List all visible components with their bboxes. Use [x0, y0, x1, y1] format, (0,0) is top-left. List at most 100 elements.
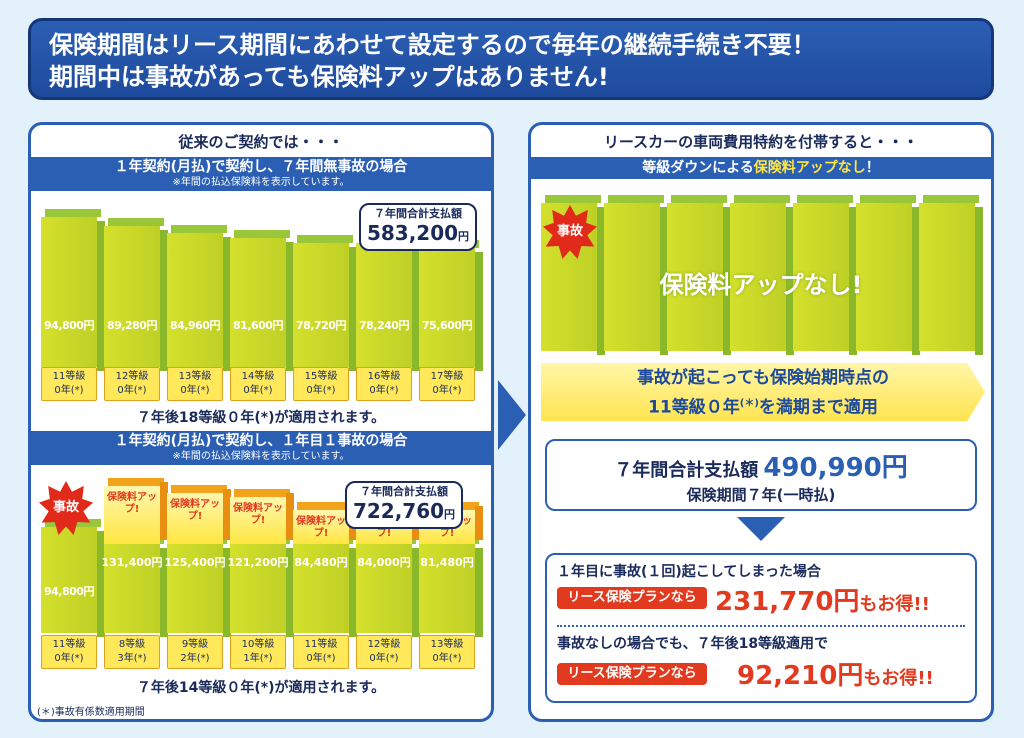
- right-arrow-icon: [498, 380, 526, 450]
- bar-value-label: 84,960円: [170, 319, 220, 332]
- right-panel: リースカーの車両費用特約を付帯すると・・・ 等級ダウンによる保険料アップなし！ …: [528, 122, 994, 722]
- grade-label: 17等級 0年(*): [419, 367, 475, 401]
- increase-segment-3: 保険料アップ!: [167, 485, 231, 544]
- bar-5: 78,720円: [293, 235, 357, 371]
- grade-years: 0年(*): [54, 653, 84, 664]
- case1-title: １年契約(月払)で契約し、７年間無事故の場合: [114, 159, 408, 175]
- grade-label: 13等級 0年(*): [419, 635, 475, 669]
- bar-value-label: 78,720円: [296, 319, 346, 332]
- arrow-text-2: 11等級０年(＊)を満期まで適用: [648, 397, 878, 418]
- case2-callout-amount: 722,760円: [352, 499, 456, 523]
- grade-label: 12等級 0年(*): [104, 367, 160, 401]
- dotted-divider: [557, 625, 965, 627]
- grade-label: 16等級 0年(*): [356, 367, 412, 401]
- bar-2: 89,280円: [104, 218, 168, 371]
- bar-value-label: 81,600円: [233, 319, 283, 332]
- bar-value-label: 131,400円: [101, 556, 163, 569]
- header-banner: 保険期間はリース期間にあわせて設定するので毎年の継続手続き不要！ 期間中は事故が…: [28, 18, 994, 100]
- case2-callout-label: ７年間合計支払額: [360, 485, 448, 498]
- increase-segment-2: 保険料アップ!: [104, 478, 168, 544]
- grade-level: 14等級: [241, 371, 275, 382]
- right-title: リースカーの車両費用特約を付帯すると・・・: [603, 133, 919, 151]
- grade-level: 13等級: [430, 639, 464, 650]
- increase-segment-5: 保険料アップ!: [293, 502, 357, 544]
- grade-years: 0年(*): [432, 653, 462, 664]
- grade-label: 12等級 0年(*): [356, 635, 412, 669]
- grade-years: 3年(*): [117, 653, 147, 664]
- grade-years: 0年(*): [117, 385, 147, 396]
- uniform-bar-4: [730, 195, 794, 355]
- case2-band: １年契約(月払)で契約し、１年目１事故の場合 ※年間の払込保険料を表示しています…: [31, 431, 491, 465]
- case1-callout-label: ７年間合計支払額: [374, 207, 462, 220]
- grade-label: 9等級 2年(*): [167, 635, 223, 669]
- arrow-text-1: 事故が起こっても保険始期時点の: [636, 368, 890, 388]
- total-line: ７年間合計支払額 490,990円: [547, 447, 975, 484]
- grade-level: 12等級: [115, 371, 149, 382]
- grade-years: 0年(*): [243, 385, 273, 396]
- bar-value-label: 84,480円: [294, 556, 348, 569]
- no-increase-bars: [531, 181, 991, 355]
- grade-years: 0年(*): [306, 385, 336, 396]
- case2-savings: 92,210円もお得!!: [737, 661, 934, 691]
- footnote: (＊)事故有係数適用期間: [37, 707, 145, 718]
- bar-value-label: 89,280円: [107, 319, 157, 332]
- grade-level: 8等級: [118, 639, 146, 650]
- grade-label: 11等級 0年(*): [293, 635, 349, 669]
- grade-level: 11等級: [52, 639, 86, 650]
- right-band: 等級ダウンによる保険料アップなし！: [531, 157, 991, 179]
- bar-value-label: 81,480円: [420, 556, 474, 569]
- header-line-2: 期間中は事故があっても保険料アップはありません!: [49, 63, 609, 91]
- bar-3: 84,960円: [167, 225, 231, 371]
- uniform-bar-7: [919, 195, 983, 355]
- case1-savings: 231,770円もお得!!: [715, 587, 930, 617]
- right-band-highlight: 保険料アップなし: [753, 160, 866, 176]
- case2-grade-row: 11等級 0年(*) 8等級 3年(*) 9等級 2年(*) 10等級 1年(*) 11等級 0年…: [31, 635, 491, 671]
- bar-3: [167, 536, 231, 637]
- case1-note: ※年間の払込保険料を表示しています。: [172, 177, 350, 188]
- grade-years: 1年(*): [243, 653, 273, 664]
- bar-6: 78,240円: [356, 235, 420, 371]
- savings-box: １年目に事故(１回)起こしてしまった場合 リース保険プランなら 231,770円…: [545, 553, 977, 703]
- case2-title: １年契約(月払)で契約し、１年目１事故の場合: [114, 433, 408, 449]
- left-title: 従来のご契約では・・・: [178, 133, 344, 151]
- grade-years: 2年(*): [180, 653, 210, 664]
- case1-result: ７年後18等級０年(*)が適用されます。: [136, 410, 386, 426]
- left-panel: 従来のご契約では・・・ １年契約(月払)で契約し、７年間無事故の場合 ※年間の払…: [28, 122, 494, 722]
- grade-years: 0年(*): [180, 385, 210, 396]
- case2-result: ７年後14等級０年(*)が適用されます。: [136, 680, 386, 696]
- increase-label: 保険料アップ!: [296, 516, 346, 539]
- grade-level: 17等級: [430, 371, 464, 382]
- bar-value-label: 78,240円: [359, 319, 409, 332]
- case1-text: １年目に事故(１回)起こしてしまった場合: [557, 564, 821, 580]
- bar-value-label: 94,800円: [44, 319, 94, 332]
- increase-label: 保険料アップ!: [107, 492, 157, 515]
- case2-callout: ７年間合計支払額 722,760円: [345, 481, 463, 529]
- grade-years: 0年(*): [432, 385, 462, 396]
- grade-label: 13等級 0年(*): [167, 367, 223, 401]
- uniform-bar-6: [856, 195, 920, 355]
- grade-level: 10等級: [241, 639, 275, 650]
- right-band-plain: 等級ダウンによる: [642, 160, 754, 176]
- plan-pill-1: リース保険プランなら: [557, 587, 707, 609]
- plan-pill-2: リース保険プランなら: [557, 663, 707, 685]
- right-band-tail: ！: [865, 160, 880, 176]
- grade-years: 0年(*): [306, 653, 336, 664]
- case2-note: ※年間の払込保険料を表示しています。: [172, 451, 350, 462]
- increase-label: 保険料アップ!: [233, 503, 283, 526]
- case1-band: １年契約(月払)で契約し、７年間無事故の場合 ※年間の払込保険料を表示しています…: [31, 157, 491, 191]
- grade-level: 16等級: [367, 371, 401, 382]
- uniform-bar-5: [793, 195, 857, 355]
- grade-years: 0年(*): [54, 385, 84, 396]
- bar-1: 94,800円: [41, 519, 105, 637]
- increase-segment-4: 保険料アップ!: [230, 489, 294, 544]
- total-label: ７年間合計支払額: [614, 460, 759, 481]
- case1-callout: ７年間合計支払額 583,200円: [359, 203, 477, 251]
- case1-callout-amount: 583,200円: [366, 221, 470, 245]
- grade-level: 11等級: [304, 639, 338, 650]
- increase-label: 保険料アップ!: [170, 499, 220, 522]
- bar-7: 75,600円: [419, 240, 483, 371]
- grade-years: 0年(*): [369, 653, 399, 664]
- bar-1: 94,800円: [41, 209, 105, 371]
- no-increase-text: 保険料アップなし!: [659, 271, 863, 299]
- bar-value-label: 84,000円: [357, 556, 411, 569]
